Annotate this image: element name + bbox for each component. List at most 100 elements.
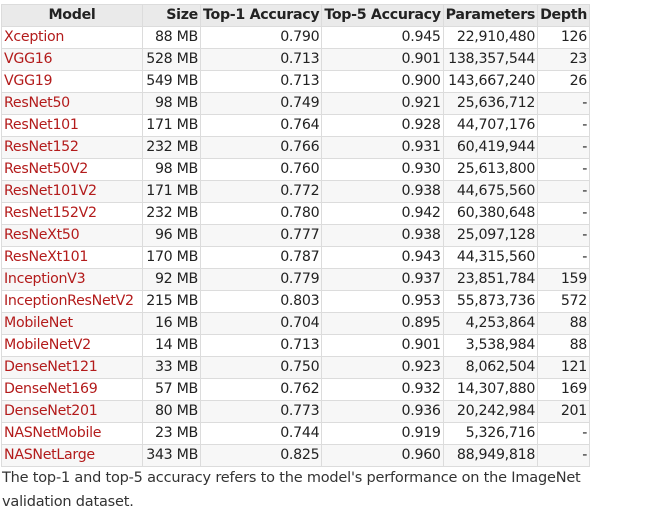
top5-accuracy-cell: 0.945 xyxy=(321,26,444,49)
top5-accuracy-cell: 0.953 xyxy=(321,290,444,313)
parameters-cell: 22,910,480 xyxy=(442,26,539,49)
model-link[interactable]: ResNet152 xyxy=(1,136,143,159)
table-row: ResNet50V2 98 MB 0.760 0.930 25,613,800- xyxy=(1,158,591,181)
parameters-cell: 60,380,648 xyxy=(442,202,539,225)
table-row: ResNet101V2 171 MB 0.772 0.938 44,675,560- xyxy=(1,180,591,203)
model-link[interactable]: VGG19 xyxy=(1,70,143,93)
parameters-cell: 60,419,944 xyxy=(442,136,539,159)
model-link[interactable]: NASNetMobile xyxy=(1,422,143,445)
top1-accuracy-cell: 0.750 xyxy=(199,356,323,379)
size-cell: 92 MB xyxy=(142,268,201,291)
top1-accuracy-cell: 0.713 xyxy=(199,48,323,71)
model-link[interactable]: NASNetLarge xyxy=(1,444,143,467)
size-cell: 14 MB xyxy=(142,334,201,357)
depth-cell: 26 xyxy=(537,70,591,93)
parameters-cell: 4,253,864 xyxy=(442,312,539,335)
top1-accuracy-cell: 0.760 xyxy=(199,158,323,181)
top1-accuracy-cell: 0.749 xyxy=(199,92,323,115)
table-row: ResNet101 171 MB 0.764 0.928 44,707,176- xyxy=(1,114,591,137)
model-link[interactable]: DenseNet169 xyxy=(1,378,143,401)
size-cell: 171 MB xyxy=(142,180,201,203)
size-cell: 23 MB xyxy=(142,422,201,445)
model-link[interactable]: ResNet50V2 xyxy=(1,158,143,181)
model-link[interactable]: ResNet50 xyxy=(1,92,143,115)
parameters-cell: 44,675,560 xyxy=(442,180,539,203)
size-cell: 98 MB xyxy=(142,158,201,181)
top1-accuracy-cell: 0.773 xyxy=(199,400,323,423)
top1-accuracy-cell: 0.704 xyxy=(199,312,323,335)
size-cell: 343 MB xyxy=(142,444,201,467)
top5-accuracy-cell: 0.923 xyxy=(321,356,444,379)
size-cell: 98 MB xyxy=(142,92,201,115)
top1-accuracy-cell: 0.772 xyxy=(199,180,323,203)
header-depth: Depth xyxy=(537,4,591,27)
model-link[interactable]: Xception xyxy=(1,26,143,49)
top5-accuracy-cell: 0.937 xyxy=(321,268,444,291)
depth-cell: - xyxy=(537,114,591,137)
table-row: DenseNet169 57 MB 0.762 0.932 14,307,880 169 xyxy=(1,378,591,401)
parameters-cell: 5,326,716 xyxy=(442,422,539,445)
table-caption: The top-1 and top-5 accuracy refers to t… xyxy=(2,470,581,510)
depth-cell: - xyxy=(537,92,591,115)
top5-accuracy-cell: 0.943 xyxy=(321,246,444,269)
depth-cell: - xyxy=(537,180,591,203)
size-cell: 33 MB xyxy=(142,356,201,379)
model-link[interactable]: DenseNet121 xyxy=(1,356,143,379)
models-table-container: Model Size Top-1 Accuracy Top-5 Accuracy… xyxy=(1,4,591,467)
model-link[interactable]: ResNeXt50 xyxy=(1,224,143,247)
size-cell: 80 MB xyxy=(142,400,201,423)
size-cell: 232 MB xyxy=(142,136,201,159)
top5-accuracy-cell: 0.928 xyxy=(321,114,444,137)
parameters-cell: 143,667,240 xyxy=(442,70,539,93)
parameters-cell: 14,307,880 xyxy=(442,378,539,401)
table-row: NASNetLarge 343 MB 0.825 0.960 88,949,818- xyxy=(1,444,591,467)
size-cell: 88 MB xyxy=(142,26,201,49)
depth-cell: 201 xyxy=(537,400,591,423)
table-row: Xception 88 MB 0.790 0.945 22,910,480 126 xyxy=(1,26,591,49)
size-cell: 171 MB xyxy=(142,114,201,137)
top5-accuracy-cell: 0.938 xyxy=(321,224,444,247)
top5-accuracy-cell: 0.919 xyxy=(321,422,444,445)
size-cell: 528 MB xyxy=(142,48,201,71)
size-cell: 16 MB xyxy=(142,312,201,335)
top5-accuracy-cell: 0.938 xyxy=(321,180,444,203)
size-cell: 170 MB xyxy=(142,246,201,269)
top1-accuracy-cell: 0.803 xyxy=(199,290,323,313)
top5-accuracy-cell: 0.901 xyxy=(321,48,444,71)
model-link[interactable]: DenseNet201 xyxy=(1,400,143,423)
model-link[interactable]: VGG16 xyxy=(1,48,143,71)
top1-accuracy-cell: 0.790 xyxy=(199,26,323,49)
top5-accuracy-cell: 0.942 xyxy=(321,202,444,225)
top5-accuracy-cell: 0.936 xyxy=(321,400,444,423)
parameters-cell: 25,097,128 xyxy=(442,224,539,247)
top1-accuracy-cell: 0.780 xyxy=(199,202,323,225)
depth-cell: 159 xyxy=(537,268,591,291)
table-row: ResNet50 98 MB 0.749 0.921 25,636,712- xyxy=(1,92,591,115)
depth-cell: - xyxy=(537,136,591,159)
parameters-cell: 8,062,504 xyxy=(442,356,539,379)
table-row: ResNet152V2 232 MB 0.780 0.942 60,380,648- xyxy=(1,202,591,225)
parameters-cell: 25,613,800 xyxy=(442,158,539,181)
model-link[interactable]: ResNet152V2 xyxy=(1,202,143,225)
table-row: DenseNet201 80 MB 0.773 0.936 20,242,984 201 xyxy=(1,400,591,423)
table-row: InceptionResNetV2 215 MB 0.803 0.953 55,873,… xyxy=(1,290,591,313)
model-link[interactable]: MobileNet xyxy=(1,312,143,335)
table-row: ResNet152 232 MB 0.766 0.931 60,419,944- xyxy=(1,136,591,159)
table-row: ResNeXt50 96 MB 0.777 0.938 25,097,128- xyxy=(1,224,591,247)
top5-accuracy-cell: 0.931 xyxy=(321,136,444,159)
model-link[interactable]: InceptionV3 xyxy=(1,268,143,291)
table-row: NASNetMobile 23 MB 0.744 0.919 5,326,716- xyxy=(1,422,591,445)
parameters-cell: 55,873,736 xyxy=(442,290,539,313)
top1-accuracy-cell: 0.825 xyxy=(199,444,323,467)
model-link[interactable]: MobileNetV2 xyxy=(1,334,143,357)
models-table: Model Size Top-1 Accuracy Top-5 Accuracy… xyxy=(1,4,591,467)
model-link[interactable]: InceptionResNetV2 xyxy=(1,290,143,313)
depth-cell: - xyxy=(537,224,591,247)
model-link[interactable]: ResNeXt101 xyxy=(1,246,143,269)
model-link[interactable]: ResNet101 xyxy=(1,114,143,137)
model-link[interactable]: ResNet101V2 xyxy=(1,180,143,203)
parameters-cell: 25,636,712 xyxy=(442,92,539,115)
header-top1-accuracy: Top-1 Accuracy xyxy=(199,4,323,27)
table-row: VGG16 528 MB 0.713 0.901 138,357,544 23 xyxy=(1,48,591,71)
parameters-cell: 3,538,984 xyxy=(442,334,539,357)
